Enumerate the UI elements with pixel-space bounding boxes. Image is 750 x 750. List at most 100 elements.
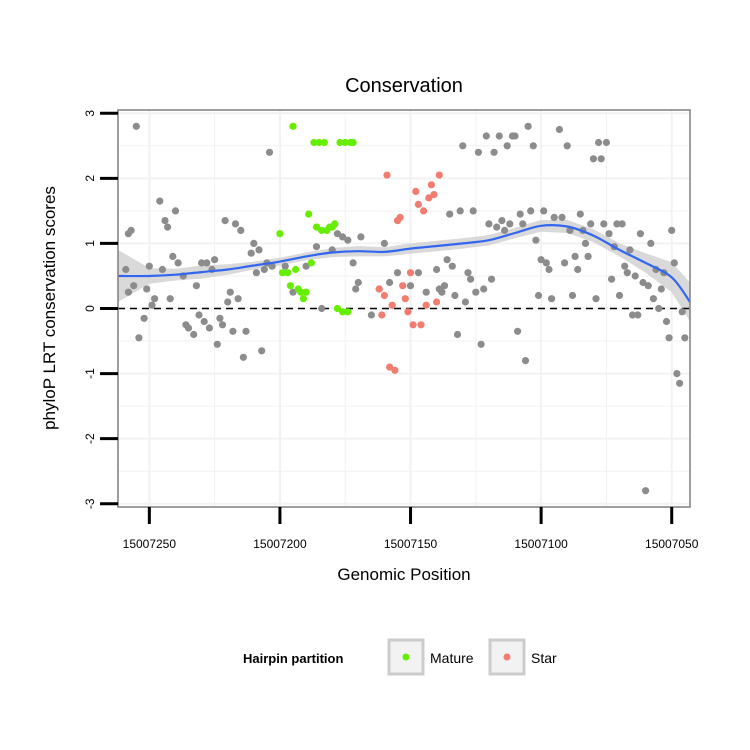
point-other [414,269,422,277]
point-other [161,217,169,225]
point-star [433,298,441,306]
point-other [166,295,174,303]
point-mature [310,138,318,147]
point-other [574,265,582,274]
legend-dot-mature [402,653,410,661]
point-mature [302,288,310,296]
point-other [192,282,200,290]
legend-key-mature [387,638,425,676]
point-other [448,262,456,270]
point-other [618,220,626,228]
point-other [453,330,462,339]
point-other [548,295,556,303]
point-star [427,181,435,189]
point-star [399,282,407,290]
point-star [425,194,433,202]
point-other [634,311,642,319]
point-other [164,223,172,231]
point-other [576,210,584,218]
point-other [349,259,357,267]
point-other [467,275,475,283]
point-other [130,282,138,290]
point-mature [305,210,313,218]
point-other [670,259,678,267]
point-other [242,327,250,335]
point-other [229,327,237,335]
point-other [597,155,605,163]
point-other [433,265,441,274]
point-other [124,230,132,238]
point-other [216,314,224,322]
point-other [211,256,219,264]
point-mature [320,138,328,147]
point-other [190,330,198,339]
point-other [446,210,454,218]
point-other [516,210,524,218]
point-mature [339,308,347,316]
point-other [550,213,558,221]
point-other [265,148,274,156]
point-other [532,236,540,244]
smooth-fit-line [117,224,691,303]
point-other [605,230,613,238]
point-other [537,256,545,264]
point-other [592,295,600,303]
point-mature [278,269,287,277]
x-tick-label: 15007050 [645,537,699,551]
point-star [412,187,420,195]
point-other [203,259,211,267]
point-other [631,272,639,280]
point-other [354,278,362,287]
point-other [124,288,132,296]
point-other [268,262,276,270]
point-other [289,288,297,296]
point-other [621,262,629,270]
point-other [438,288,446,296]
point-star [430,191,438,199]
point-other [140,314,148,322]
point-mature [286,282,294,290]
point-mature [307,259,315,267]
point-other [464,269,472,277]
point-other [135,334,143,342]
y-tick-label: 2 [83,175,97,182]
point-other [681,334,689,342]
point-other [205,324,213,332]
point-other [237,226,245,234]
point-other [498,217,506,225]
point-other [357,233,365,241]
point-other [555,125,564,134]
point-other [443,256,451,264]
point-other [234,295,242,303]
point-other [200,317,208,326]
y-tick-label: -1 [83,368,97,379]
point-other [145,262,153,270]
point-other [568,291,577,300]
legend-label-star: Star [531,650,557,666]
point-star [391,366,399,374]
point-other [472,288,480,296]
point-other [506,220,514,228]
point-other [406,282,415,290]
confidence-band-area [118,220,690,322]
legend-entry-mature: Mature [387,638,474,676]
point-other [213,340,221,348]
point-other [480,285,488,293]
x-axis-label: Genomic Position [337,565,470,584]
point-other [662,317,671,326]
point-star [435,171,443,179]
point-other [195,311,203,319]
point-other [534,291,543,300]
point-other [318,304,326,313]
point-other [474,148,482,156]
point-mature [331,220,339,228]
point-other [174,259,182,267]
point-other [456,207,464,215]
point-other [608,275,616,283]
point-other [542,259,550,267]
point-other [218,321,227,329]
point-mature [297,288,305,296]
x-tick-label: 15007250 [123,537,177,551]
point-other [602,138,611,147]
